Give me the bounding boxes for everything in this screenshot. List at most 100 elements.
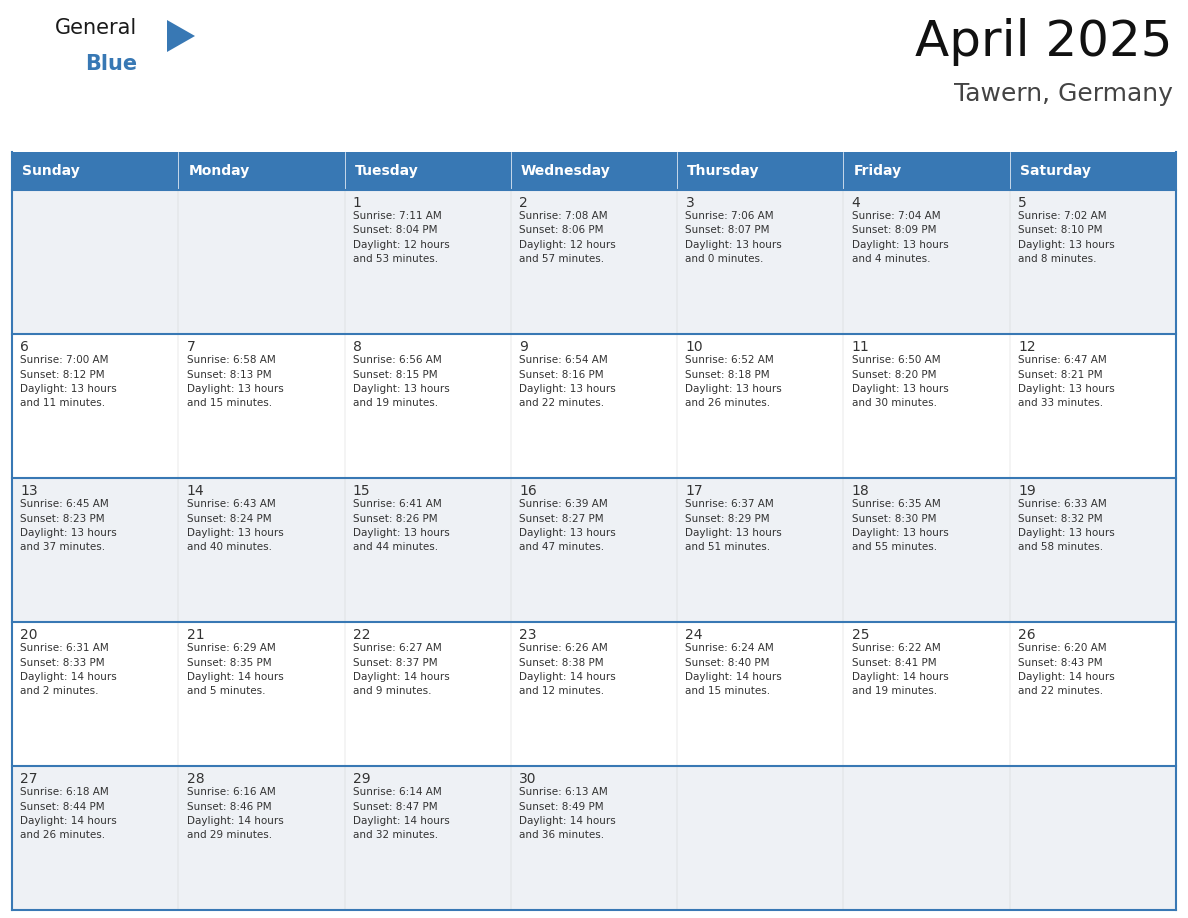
Text: Sunset: 8:06 PM: Sunset: 8:06 PM xyxy=(519,226,604,236)
Text: Sunrise: 6:33 AM: Sunrise: 6:33 AM xyxy=(1018,499,1107,509)
Bar xyxy=(1010,190,1176,334)
Bar xyxy=(345,190,511,334)
Text: Daylight: 13 hours: Daylight: 13 hours xyxy=(20,528,118,538)
Bar xyxy=(12,190,178,334)
Bar xyxy=(677,478,843,622)
Text: Sunrise: 6:16 AM: Sunrise: 6:16 AM xyxy=(187,787,276,797)
Text: Sunrise: 6:41 AM: Sunrise: 6:41 AM xyxy=(353,499,442,509)
Bar xyxy=(843,622,1010,766)
Text: 1: 1 xyxy=(353,196,362,210)
Text: and 5 minutes.: and 5 minutes. xyxy=(187,687,265,697)
Text: and 0 minutes.: and 0 minutes. xyxy=(685,254,764,264)
Text: 21: 21 xyxy=(187,628,204,642)
Text: 24: 24 xyxy=(685,628,703,642)
Text: and 19 minutes.: and 19 minutes. xyxy=(353,398,438,409)
Bar xyxy=(345,152,511,190)
Text: Daylight: 13 hours: Daylight: 13 hours xyxy=(685,240,782,250)
Bar xyxy=(345,622,511,766)
Text: and 22 minutes.: and 22 minutes. xyxy=(1018,687,1104,697)
Text: and 30 minutes.: and 30 minutes. xyxy=(852,398,937,409)
Text: 9: 9 xyxy=(519,340,527,354)
Bar xyxy=(178,190,345,334)
Bar xyxy=(12,766,178,910)
Text: Sunset: 8:43 PM: Sunset: 8:43 PM xyxy=(1018,657,1102,667)
Text: Sunrise: 6:39 AM: Sunrise: 6:39 AM xyxy=(519,499,608,509)
Text: Sunset: 8:07 PM: Sunset: 8:07 PM xyxy=(685,226,770,236)
Text: and 29 minutes.: and 29 minutes. xyxy=(187,831,272,841)
Bar xyxy=(843,190,1010,334)
Text: Daylight: 13 hours: Daylight: 13 hours xyxy=(852,528,948,538)
Bar xyxy=(511,478,677,622)
Text: 7: 7 xyxy=(187,340,195,354)
Text: Daylight: 12 hours: Daylight: 12 hours xyxy=(519,240,615,250)
Text: Daylight: 14 hours: Daylight: 14 hours xyxy=(187,672,284,682)
Text: Daylight: 14 hours: Daylight: 14 hours xyxy=(519,816,615,826)
Text: and 9 minutes.: and 9 minutes. xyxy=(353,687,431,697)
Text: Sunrise: 6:29 AM: Sunrise: 6:29 AM xyxy=(187,643,276,653)
Text: Sunrise: 6:24 AM: Sunrise: 6:24 AM xyxy=(685,643,775,653)
Text: Daylight: 14 hours: Daylight: 14 hours xyxy=(685,672,782,682)
Text: Daylight: 13 hours: Daylight: 13 hours xyxy=(353,384,449,394)
Bar xyxy=(511,334,677,478)
Bar xyxy=(345,478,511,622)
Text: and 4 minutes.: and 4 minutes. xyxy=(852,254,930,264)
Text: 11: 11 xyxy=(852,340,870,354)
Text: Sunset: 8:18 PM: Sunset: 8:18 PM xyxy=(685,370,770,379)
Text: Daylight: 13 hours: Daylight: 13 hours xyxy=(519,528,615,538)
Text: 27: 27 xyxy=(20,772,38,786)
Bar xyxy=(345,334,511,478)
Text: Sunrise: 6:43 AM: Sunrise: 6:43 AM xyxy=(187,499,276,509)
Bar xyxy=(677,622,843,766)
Text: Sunrise: 6:27 AM: Sunrise: 6:27 AM xyxy=(353,643,442,653)
Text: Sunset: 8:15 PM: Sunset: 8:15 PM xyxy=(353,370,437,379)
Text: 26: 26 xyxy=(1018,628,1036,642)
Polygon shape xyxy=(168,20,195,52)
Text: Sunrise: 6:45 AM: Sunrise: 6:45 AM xyxy=(20,499,109,509)
Text: and 26 minutes.: and 26 minutes. xyxy=(685,398,771,409)
Text: Daylight: 13 hours: Daylight: 13 hours xyxy=(353,528,449,538)
Text: General: General xyxy=(55,18,138,38)
Text: Daylight: 13 hours: Daylight: 13 hours xyxy=(1018,528,1114,538)
Text: Sunset: 8:10 PM: Sunset: 8:10 PM xyxy=(1018,226,1102,236)
Text: 16: 16 xyxy=(519,484,537,498)
Text: Sunset: 8:47 PM: Sunset: 8:47 PM xyxy=(353,801,437,812)
Text: Sunset: 8:44 PM: Sunset: 8:44 PM xyxy=(20,801,105,812)
Bar xyxy=(1010,622,1176,766)
Text: Sunset: 8:12 PM: Sunset: 8:12 PM xyxy=(20,370,105,379)
Text: Sunset: 8:24 PM: Sunset: 8:24 PM xyxy=(187,513,271,523)
Bar xyxy=(1010,334,1176,478)
Text: 15: 15 xyxy=(353,484,371,498)
Bar xyxy=(1010,478,1176,622)
Text: Daylight: 13 hours: Daylight: 13 hours xyxy=(685,384,782,394)
Text: Sunset: 8:49 PM: Sunset: 8:49 PM xyxy=(519,801,604,812)
Bar xyxy=(677,334,843,478)
Text: Sunset: 8:09 PM: Sunset: 8:09 PM xyxy=(852,226,936,236)
Bar xyxy=(677,152,843,190)
Text: Daylight: 13 hours: Daylight: 13 hours xyxy=(187,384,284,394)
Text: 29: 29 xyxy=(353,772,371,786)
Text: Sunday: Sunday xyxy=(21,164,80,178)
Text: and 37 minutes.: and 37 minutes. xyxy=(20,543,106,553)
Text: 18: 18 xyxy=(852,484,870,498)
Text: Saturday: Saturday xyxy=(1019,164,1091,178)
Text: Sunrise: 6:37 AM: Sunrise: 6:37 AM xyxy=(685,499,775,509)
Text: Sunrise: 7:02 AM: Sunrise: 7:02 AM xyxy=(1018,211,1107,221)
Text: Sunset: 8:33 PM: Sunset: 8:33 PM xyxy=(20,657,105,667)
Bar xyxy=(511,622,677,766)
Text: Sunrise: 6:14 AM: Sunrise: 6:14 AM xyxy=(353,787,442,797)
Bar xyxy=(178,478,345,622)
Bar xyxy=(12,334,178,478)
Text: and 58 minutes.: and 58 minutes. xyxy=(1018,543,1104,553)
Text: 4: 4 xyxy=(852,196,860,210)
Text: and 19 minutes.: and 19 minutes. xyxy=(852,687,937,697)
Text: Friday: Friday xyxy=(853,164,902,178)
Text: and 26 minutes.: and 26 minutes. xyxy=(20,831,106,841)
Bar xyxy=(178,766,345,910)
Text: Sunset: 8:27 PM: Sunset: 8:27 PM xyxy=(519,513,604,523)
Text: Sunrise: 6:52 AM: Sunrise: 6:52 AM xyxy=(685,355,775,365)
Bar xyxy=(1010,152,1176,190)
Text: 5: 5 xyxy=(1018,196,1026,210)
Text: and 8 minutes.: and 8 minutes. xyxy=(1018,254,1097,264)
Text: Sunrise: 7:04 AM: Sunrise: 7:04 AM xyxy=(852,211,941,221)
Text: Sunrise: 6:26 AM: Sunrise: 6:26 AM xyxy=(519,643,608,653)
